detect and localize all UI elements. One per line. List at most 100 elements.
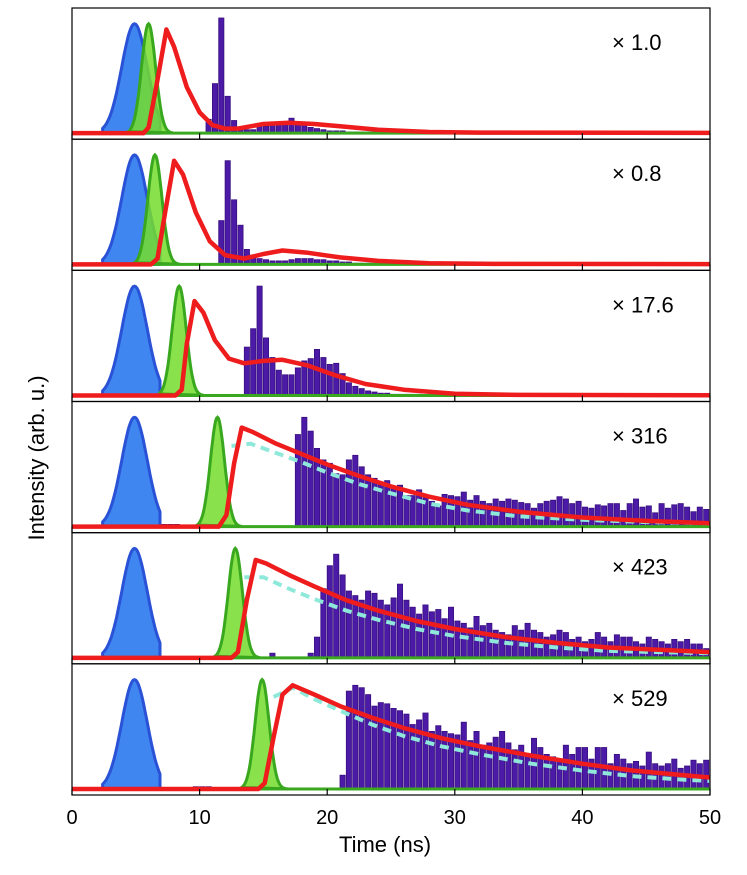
- x-tick-label: 0: [66, 807, 77, 829]
- histogram-bar: [396, 710, 403, 790]
- histogram-bar: [371, 477, 378, 528]
- histogram-bar: [326, 565, 333, 659]
- x-tick-label: 20: [316, 807, 338, 829]
- histogram-bar: [339, 574, 346, 659]
- scale-label: × 1.0: [612, 30, 662, 55]
- histogram-bar: [256, 285, 263, 396]
- histogram-bar: [390, 597, 397, 659]
- fit-curve: [72, 27, 711, 136]
- response-peak: [123, 21, 174, 135]
- histogram-bar: [435, 505, 442, 527]
- histogram-bar: [326, 363, 333, 396]
- histogram-bar: [703, 759, 710, 790]
- panel-4: × 316: [71, 400, 711, 534]
- fit-curve: [72, 158, 711, 267]
- x-tick-label: 40: [571, 807, 593, 829]
- histogram-bar: [358, 599, 365, 659]
- histogram-bar: [352, 454, 359, 528]
- histogram-bar: [684, 639, 691, 659]
- histogram-bar: [403, 713, 410, 790]
- histogram-bar: [556, 496, 563, 528]
- response-peak: [154, 283, 204, 397]
- chart-panels: × 1.0 × 0.8 × 17.6 × 316 × 423 × 529: [71, 7, 711, 796]
- histogram-bar: [345, 690, 352, 790]
- histogram-bar: [594, 504, 601, 528]
- histogram-bar: [409, 495, 416, 528]
- histogram-bar: [218, 220, 225, 265]
- histogram-bar: [339, 474, 346, 527]
- histogram-bar: [358, 687, 365, 790]
- panel-2: × 0.8: [71, 138, 711, 271]
- histogram-bar: [454, 620, 461, 659]
- histogram-bar: [607, 503, 614, 528]
- histogram-bar: [460, 721, 467, 790]
- histogram-bar: [294, 434, 301, 527]
- histogram-bar: [537, 747, 544, 790]
- panel-5: × 423: [71, 532, 711, 665]
- histogram-bar: [301, 416, 308, 528]
- histogram-bar: [447, 606, 454, 659]
- model-curve-dashed: [244, 575, 711, 656]
- histogram-bar: [467, 740, 474, 790]
- histogram-bar: [428, 731, 435, 790]
- histogram-bar: [345, 382, 352, 396]
- x-tick-label: 10: [188, 807, 210, 829]
- fit-curve: [72, 557, 711, 661]
- x-axis-label: Time (ns): [339, 832, 431, 857]
- x-tick-label: 50: [699, 807, 721, 829]
- histogram-bar: [390, 708, 397, 790]
- histogram-bar: [313, 636, 320, 659]
- histogram-bar: [313, 348, 320, 396]
- histogram-bar: [320, 357, 327, 396]
- histogram-bar: [511, 749, 518, 790]
- histogram-bar: [307, 430, 314, 528]
- histogram-bar: [409, 606, 416, 659]
- histogram-bar: [582, 747, 589, 790]
- model-curve-dashed: [231, 441, 711, 526]
- histogram-bar: [588, 639, 595, 659]
- response-peak: [237, 677, 288, 791]
- histogram-bar: [422, 712, 429, 790]
- histogram-bar: [613, 754, 620, 790]
- histogram-bar: [473, 731, 480, 790]
- histogram-bar: [377, 702, 384, 790]
- histogram-bar: [550, 756, 557, 790]
- pump-pulse: [101, 415, 162, 529]
- histogram-bar: [626, 763, 633, 790]
- histogram-bar: [575, 500, 582, 527]
- histogram-bar: [339, 774, 346, 790]
- response-peak: [210, 546, 261, 660]
- histogram-bar: [365, 694, 372, 790]
- scale-label: × 423: [612, 555, 668, 580]
- pump-pulse: [101, 284, 162, 397]
- panel-3: × 17.6: [71, 269, 711, 403]
- histogram-bar: [294, 367, 301, 396]
- pump-pulse: [101, 678, 162, 791]
- histogram-bar: [352, 684, 359, 790]
- histogram-bar: [664, 763, 671, 790]
- fit-curve: [72, 683, 711, 792]
- panel-6: × 529: [71, 663, 711, 796]
- histogram-bar: [218, 17, 225, 134]
- histogram-bar: [333, 362, 340, 396]
- histogram-bar: [288, 117, 295, 134]
- histogram-bar: [282, 374, 289, 396]
- response-peak: [130, 152, 180, 266]
- scale-label: × 0.8: [612, 161, 662, 186]
- scale-label: × 529: [612, 686, 668, 711]
- histogram-bar: [333, 473, 340, 528]
- histogram-bar: [224, 160, 231, 265]
- histogram-bar: [556, 758, 563, 790]
- histogram-bar: [365, 590, 372, 659]
- histogram-bar: [479, 744, 486, 790]
- histogram-bar: [492, 736, 499, 790]
- histogram-bar: [320, 588, 327, 659]
- histogram-bar: [396, 583, 403, 659]
- histogram-bar: [262, 337, 269, 396]
- histogram-bar: [371, 592, 378, 659]
- histogram-bar: [562, 498, 569, 528]
- pump-pulse: [101, 546, 162, 660]
- x-tick-label: 30: [444, 807, 466, 829]
- histogram-bar: [428, 611, 435, 659]
